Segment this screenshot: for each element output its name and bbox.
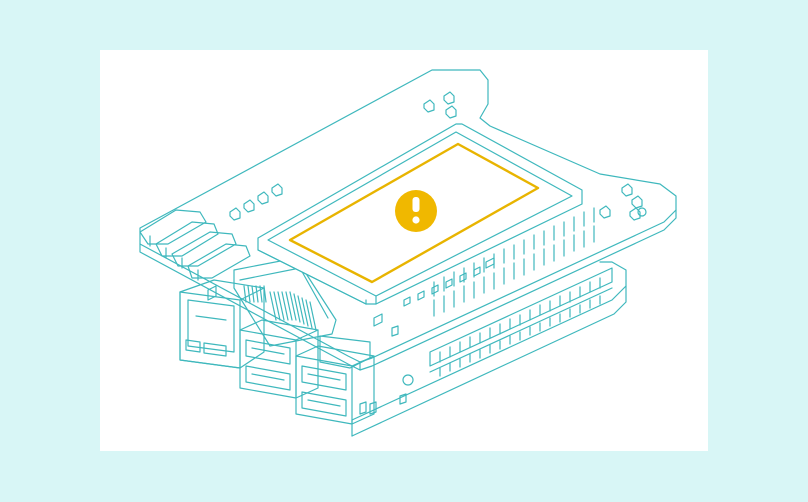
usb-port-right: [295, 345, 375, 425]
usb-port-left: [239, 319, 319, 399]
warning-exclamation-icon: [395, 190, 437, 232]
display-highlight-outline: [288, 142, 540, 284]
ethernet-port: [179, 279, 265, 369]
hat-side-connectors: [139, 209, 251, 281]
hat-pin-header: [433, 207, 595, 317]
base-pin-header: [429, 267, 613, 377]
